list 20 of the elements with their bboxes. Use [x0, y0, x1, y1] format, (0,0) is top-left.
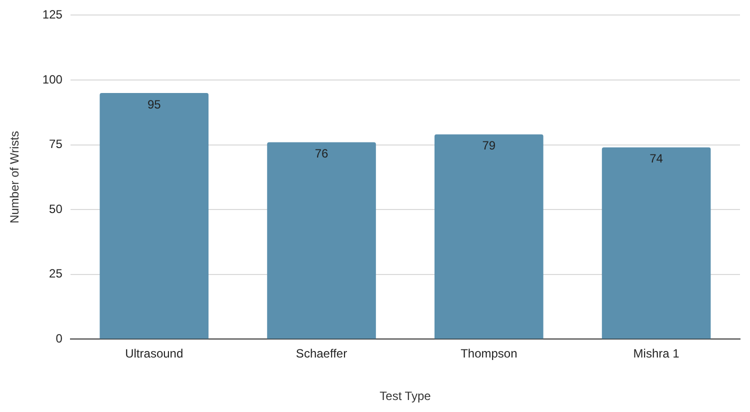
- data-label: 79: [482, 138, 496, 153]
- bar: [267, 142, 376, 339]
- x-tick-label: Mishra 1: [633, 346, 680, 361]
- bar: [602, 147, 711, 339]
- data-label: 95: [147, 97, 162, 112]
- y-axis-title: Number of Wrists: [8, 130, 22, 224]
- y-tick-label: 75: [49, 137, 63, 152]
- x-tick-label: Thompson: [460, 346, 518, 361]
- bar: [434, 134, 544, 339]
- y-tick-label: 125: [42, 8, 63, 22]
- data-label: 74: [650, 152, 664, 166]
- y-tick-label: 50: [49, 202, 63, 216]
- x-tick-label: Ultrasound: [125, 346, 184, 361]
- data-label: 76: [314, 146, 329, 161]
- bar: [100, 92, 209, 339]
- x-axis-title: Test Type: [380, 389, 432, 404]
- y-tick-label: 25: [49, 266, 63, 281]
- y-tick-label: 0: [56, 332, 63, 346]
- x-tick-label: Schaeffer: [296, 346, 348, 361]
- y-tick-label: 100: [42, 72, 63, 86]
